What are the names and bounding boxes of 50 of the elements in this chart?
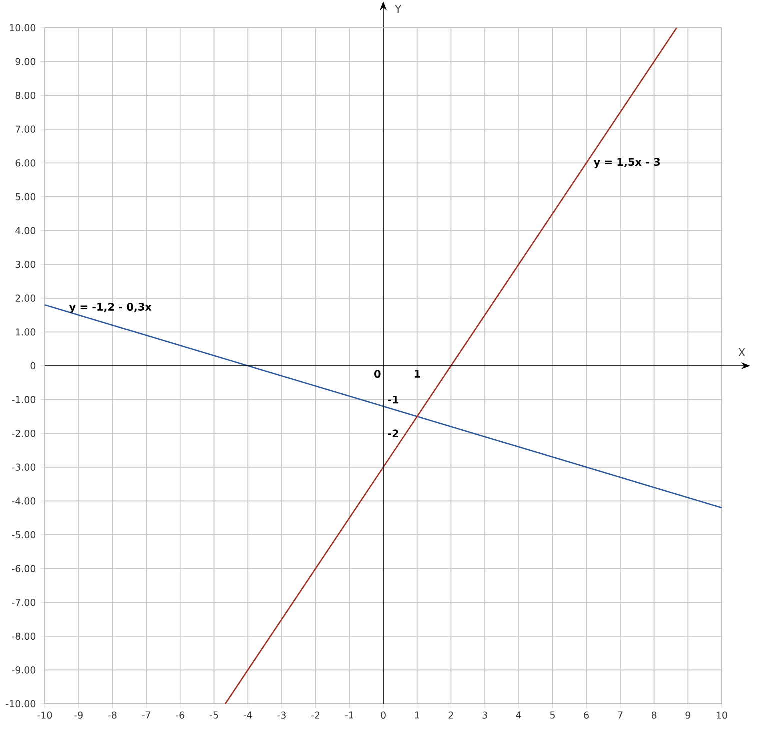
x-tick-label: -4 <box>244 712 252 719</box>
x-tick-label: -5 <box>210 712 218 719</box>
x-tick-label: 4 <box>516 712 522 719</box>
y-tick-label: 0 <box>30 362 36 370</box>
x-tick-label: 1 <box>415 712 420 719</box>
x-axis-title: X <box>738 348 746 356</box>
y-tick-label: -5.00 <box>12 531 36 539</box>
y-tick-label: 2.00 <box>16 294 36 302</box>
x-tick-label: -3 <box>278 712 286 719</box>
x-tick-label: -10 <box>38 712 52 719</box>
y-tick-label: 9.00 <box>16 58 36 66</box>
y-tick-label: 5.00 <box>16 193 36 201</box>
x-tick-label: 5 <box>550 712 555 719</box>
x-tick-label: 2 <box>448 712 454 719</box>
x-tick-label: -6 <box>176 712 185 719</box>
x-tick-label: 9 <box>686 712 691 719</box>
x-tick-label: 6 <box>584 712 590 719</box>
y-tick-label: -1.00 <box>12 396 36 404</box>
x-tick-label: -1 <box>345 712 354 719</box>
x-tick-label: -8 <box>108 712 117 719</box>
y-tick-label: -4.00 <box>12 498 36 505</box>
x-tick-label: 3 <box>482 712 488 719</box>
series-label: y = 1,5x - 3 <box>594 158 660 168</box>
y-tick-label: 7.00 <box>16 126 36 133</box>
x-tick-label: 7 <box>618 712 623 719</box>
y-tick-label: -8.00 <box>12 632 36 640</box>
y-tick-label: 4.00 <box>16 227 36 234</box>
y-tick-label: -2.00 <box>12 430 36 438</box>
y-tick-label: -3.00 <box>12 464 36 471</box>
y-tick-label: 3.00 <box>16 261 36 268</box>
x-tick-label: -9 <box>74 712 83 719</box>
x-tick-label: 8 <box>652 712 657 719</box>
y-tick-label: -9.00 <box>12 666 36 674</box>
y-tick-label: -10.00 <box>6 700 36 708</box>
annotation: -1 <box>388 396 399 404</box>
y-tick-label: 1.00 <box>16 328 36 336</box>
x-tick-label: -7 <box>142 712 150 719</box>
y-tick-label: -7.00 <box>12 599 36 606</box>
y-tick-label: 10.00 <box>10 24 36 32</box>
y-tick-label: 8.00 <box>16 92 36 100</box>
y-tick-label: -6.00 <box>12 565 36 572</box>
y-tick-label: 6.00 <box>16 160 36 167</box>
annotation: 1 <box>415 370 420 378</box>
x-tick-label: 10 <box>717 712 728 719</box>
series-label: y = -1,2 - 0,3x <box>69 303 152 314</box>
annotation: -2 <box>388 430 398 438</box>
x-tick-label: 0 <box>381 712 386 719</box>
x-tick-label: -2 <box>312 712 320 719</box>
y-axis-title: Y <box>395 5 402 13</box>
annotation: 0 <box>374 370 381 378</box>
